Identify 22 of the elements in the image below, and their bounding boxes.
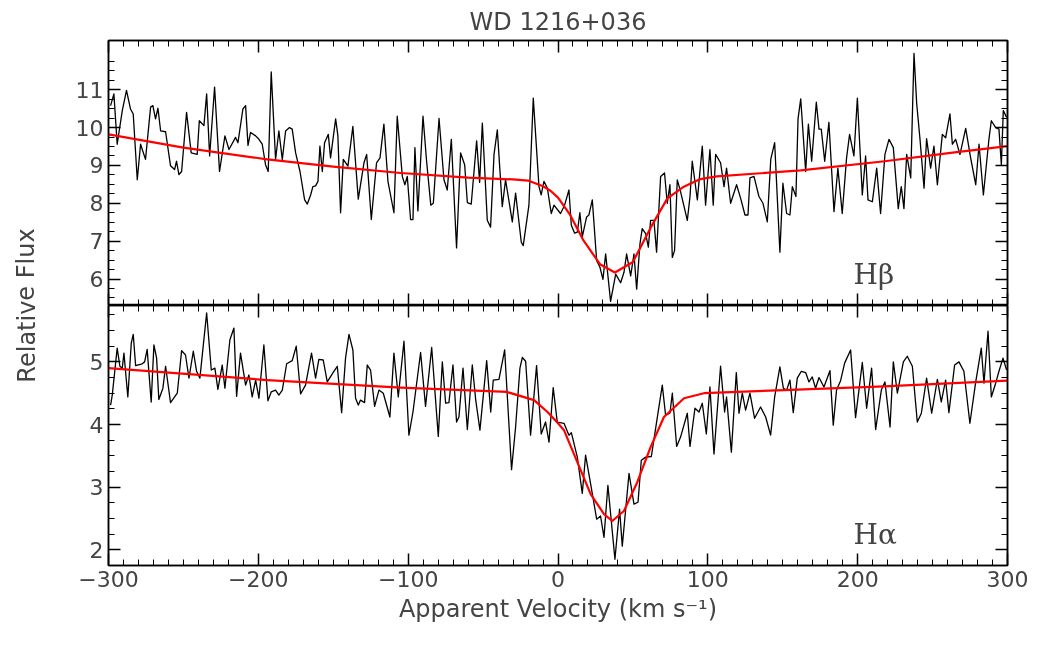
x-tick-label: 300: [986, 566, 1029, 592]
annotation: Hβ: [853, 257, 895, 291]
y-tick-label: 10: [75, 115, 104, 141]
y-tick-label: 4: [89, 412, 104, 438]
x-tick-label: 0: [551, 566, 565, 592]
y-tick-label: 11: [75, 77, 104, 103]
x-axis-title: Apparent Velocity (km s⁻¹): [398, 594, 718, 623]
x-tick-label: 200: [836, 566, 879, 592]
x-tick-label: −200: [228, 566, 289, 592]
annotation: Hα: [853, 517, 897, 551]
x-tick-label: −100: [377, 566, 439, 592]
x-tick-label: 100: [686, 566, 729, 592]
y-tick-label: 7: [89, 229, 104, 255]
x-tick-label: −300: [78, 566, 139, 592]
y-tick-label: 3: [89, 475, 104, 501]
y-tick-label: 8: [89, 191, 104, 217]
y-tick-label: 2: [89, 537, 104, 563]
y-tick-label: 6: [89, 267, 104, 292]
y-tick-label: 5: [89, 349, 104, 375]
chart-title: WD 1216+036: [469, 7, 647, 36]
y-axis-title: Relative Flux: [12, 228, 41, 383]
y-tick-label: 9: [89, 153, 104, 179]
